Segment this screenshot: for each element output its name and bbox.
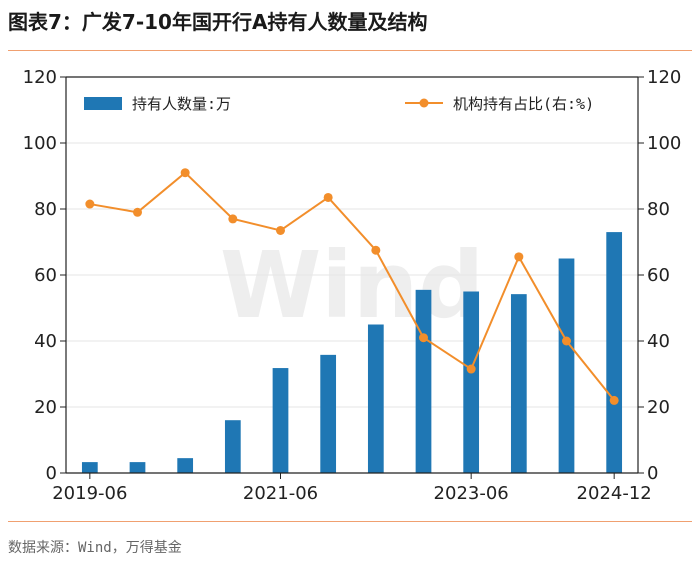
y-right-tick-label: 60 (647, 265, 670, 286)
y-left-tick-label: 40 (34, 331, 57, 352)
y-right-tick-label: 0 (647, 463, 658, 484)
line-point (85, 199, 95, 209)
line-point (371, 245, 381, 255)
y-right-tick-label: 40 (647, 331, 670, 352)
line-point (180, 168, 190, 178)
legend-line-marker (419, 98, 429, 108)
y-left-tick-label: 120 (23, 67, 57, 88)
line-point (466, 364, 476, 374)
line-point (609, 395, 619, 405)
bar (510, 294, 527, 473)
y-right-tick-label: 120 (647, 67, 681, 88)
footer-divider (8, 521, 692, 522)
line-point (133, 207, 142, 217)
bar (415, 289, 432, 473)
legend-line-label: 机构持有占比(右:%) (453, 95, 594, 113)
y-right-tick-label: 80 (647, 199, 670, 220)
x-tick-label: 2023-06 (434, 483, 509, 504)
chart-title: 图表7：广发7-10年国开行A持有人数量及结构 (8, 10, 428, 34)
line-point (514, 252, 524, 262)
line-point (562, 336, 571, 346)
y-left-tick-label: 0 (46, 463, 57, 484)
title-divider (8, 50, 692, 51)
bar (177, 458, 194, 473)
source-note: 数据来源：Wind，万得基金 (8, 540, 182, 556)
bar (606, 232, 623, 473)
y-left-tick-label: 80 (34, 199, 57, 220)
line-series (85, 168, 619, 405)
bar (129, 462, 146, 473)
line-path (89, 171, 615, 402)
line-point (323, 192, 333, 202)
x-tick-label: 2021-06 (243, 483, 318, 504)
y-right-tick-label: 100 (647, 133, 681, 154)
bar (558, 258, 575, 473)
line-point (228, 214, 238, 224)
bar (272, 368, 289, 473)
watermark-text: Wind (220, 232, 484, 339)
legend-bar-label: 持有人数量:万 (132, 95, 231, 113)
line-point (419, 333, 428, 343)
legend-bar-swatch (84, 97, 122, 110)
bar (367, 324, 384, 473)
line-point (276, 225, 285, 235)
x-tick-label: 2024-12 (577, 483, 652, 504)
axes: 0 0 20 20 40 40 60 60 80 80 100 100 120 120 2019-06 202… (23, 67, 682, 504)
y-left-tick-label: 100 (23, 133, 57, 154)
bar (320, 354, 337, 473)
y-right-tick-label: 20 (647, 397, 670, 418)
y-left-tick-label: 20 (34, 397, 57, 418)
bar-series (81, 232, 623, 473)
legend: 持有人数量:万 机构持有占比(右:%) (84, 95, 594, 113)
bar (81, 462, 98, 473)
bar (463, 291, 480, 473)
bar (224, 420, 241, 473)
y-left-tick-label: 60 (34, 265, 57, 286)
x-tick-label: 2019-06 (52, 483, 127, 504)
chart-area: Wind 0 0 20 20 40 40 60 60 80 80 100 100 120 120 2019-… (23, 67, 682, 504)
